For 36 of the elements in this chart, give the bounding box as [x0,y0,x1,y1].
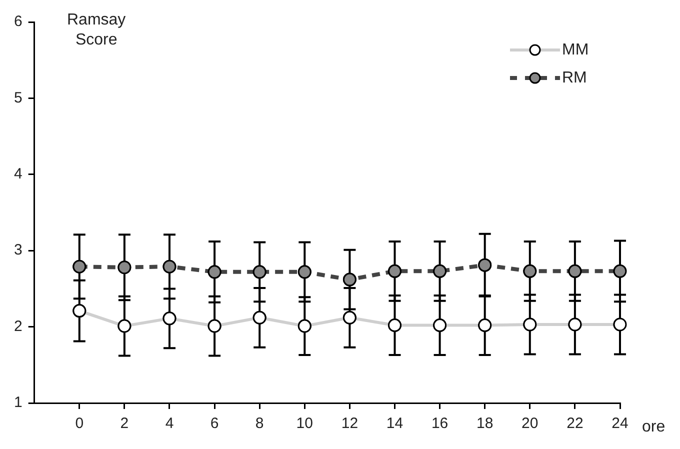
x-axis-title: ore [642,418,666,436]
y-axis-title: Ramsay Score [67,11,126,48]
x-tick-label: 8 [255,415,264,432]
point [613,318,627,332]
point [72,304,86,318]
y-tick-label: 5 [14,89,22,106]
y-tick-label: 1 [14,394,22,412]
legend-label: RM [562,69,587,86]
x-tick-label: 0 [75,415,84,432]
x-tick-label: 6 [210,415,219,432]
point [252,310,266,324]
x-tick-label: 2 [120,415,129,432]
point [298,319,312,333]
x-tick-label: 18 [476,415,494,432]
y-tick-label: 2 [14,318,22,335]
x-tick-label: 14 [386,415,404,432]
point [523,318,537,332]
y-tick-label: 3 [14,242,22,259]
point [388,318,402,332]
x-tick-label: 4 [165,415,174,432]
x-tick-label: 12 [341,415,358,432]
point [342,310,356,324]
point [162,312,176,326]
legend-label: MM [562,41,589,58]
point [208,319,222,333]
x-tick-label: 10 [296,415,313,432]
y-tick-label: 4 [14,166,22,183]
point [478,318,492,332]
point [118,319,132,333]
y-tick-label: 6 [14,13,22,30]
x-tick-label: 16 [431,415,448,432]
x-tick-label: 24 [612,415,628,432]
point [568,318,582,332]
point [433,318,447,332]
x-tick-label: 22 [566,415,584,432]
x-tick-label: 20 [522,415,538,432]
